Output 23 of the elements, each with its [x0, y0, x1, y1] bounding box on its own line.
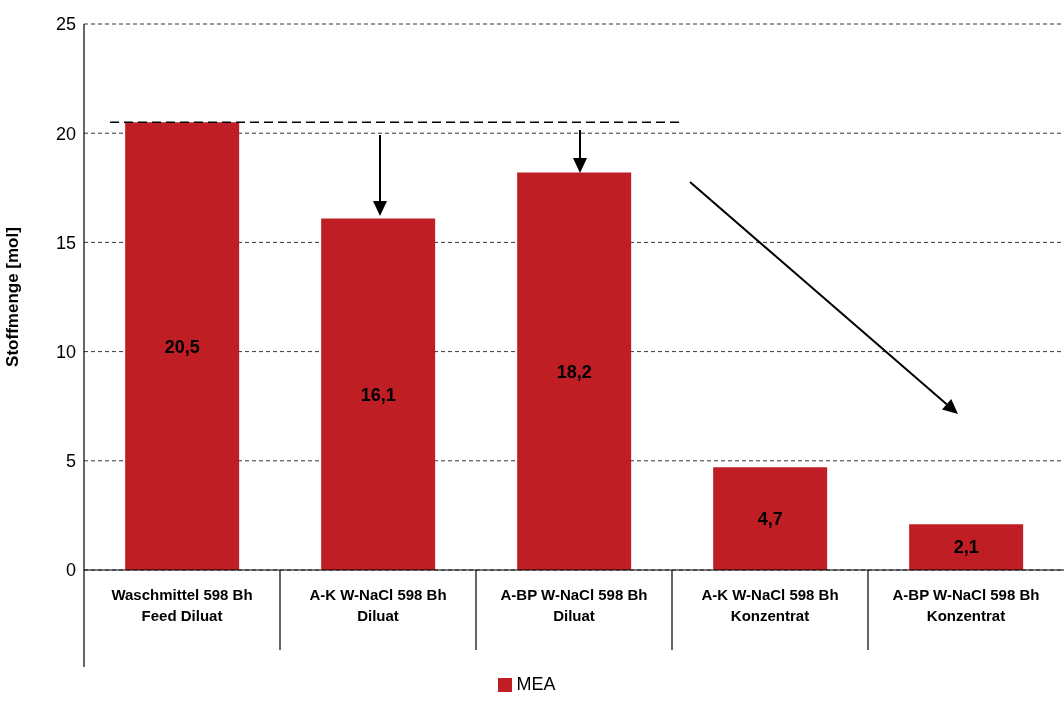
- x-tick-label: A-K W-NaCl 598 Bh Konzentrat: [701, 586, 839, 624]
- y-tick-label: 20: [55, 123, 76, 144]
- x-tick-label: A-K W-NaCl 598 Bh Diluat: [309, 586, 447, 624]
- y-tick-label: 10: [55, 341, 76, 362]
- bar: [125, 122, 240, 570]
- bar: [517, 172, 632, 570]
- y-tick-label: 15: [55, 232, 76, 253]
- bar: [909, 524, 1024, 570]
- y-tick-label: 5: [65, 451, 76, 472]
- data-label: 2,1: [953, 537, 979, 558]
- data-label: 16,1: [360, 384, 396, 405]
- data-label: 18,2: [556, 361, 592, 382]
- bar: [321, 218, 436, 570]
- y-axis-title: Stoffmenge [mol]: [3, 227, 23, 367]
- bar: [713, 467, 828, 570]
- y-tick-label: 0: [65, 560, 76, 581]
- x-tick-label: A-BP W-NaCl 598 Bh Diluat: [500, 586, 648, 624]
- y-tick-label: 25: [55, 14, 76, 35]
- data-label: 4,7: [757, 509, 783, 530]
- x-tick-label: Waschmittel 598 Bh Feed Diluat: [111, 586, 253, 624]
- legend-label: MEA: [516, 674, 556, 694]
- x-tick-label: A-BP W-NaCl 598 Bh Konzentrat: [892, 586, 1040, 624]
- data-label: 20,5: [164, 336, 200, 357]
